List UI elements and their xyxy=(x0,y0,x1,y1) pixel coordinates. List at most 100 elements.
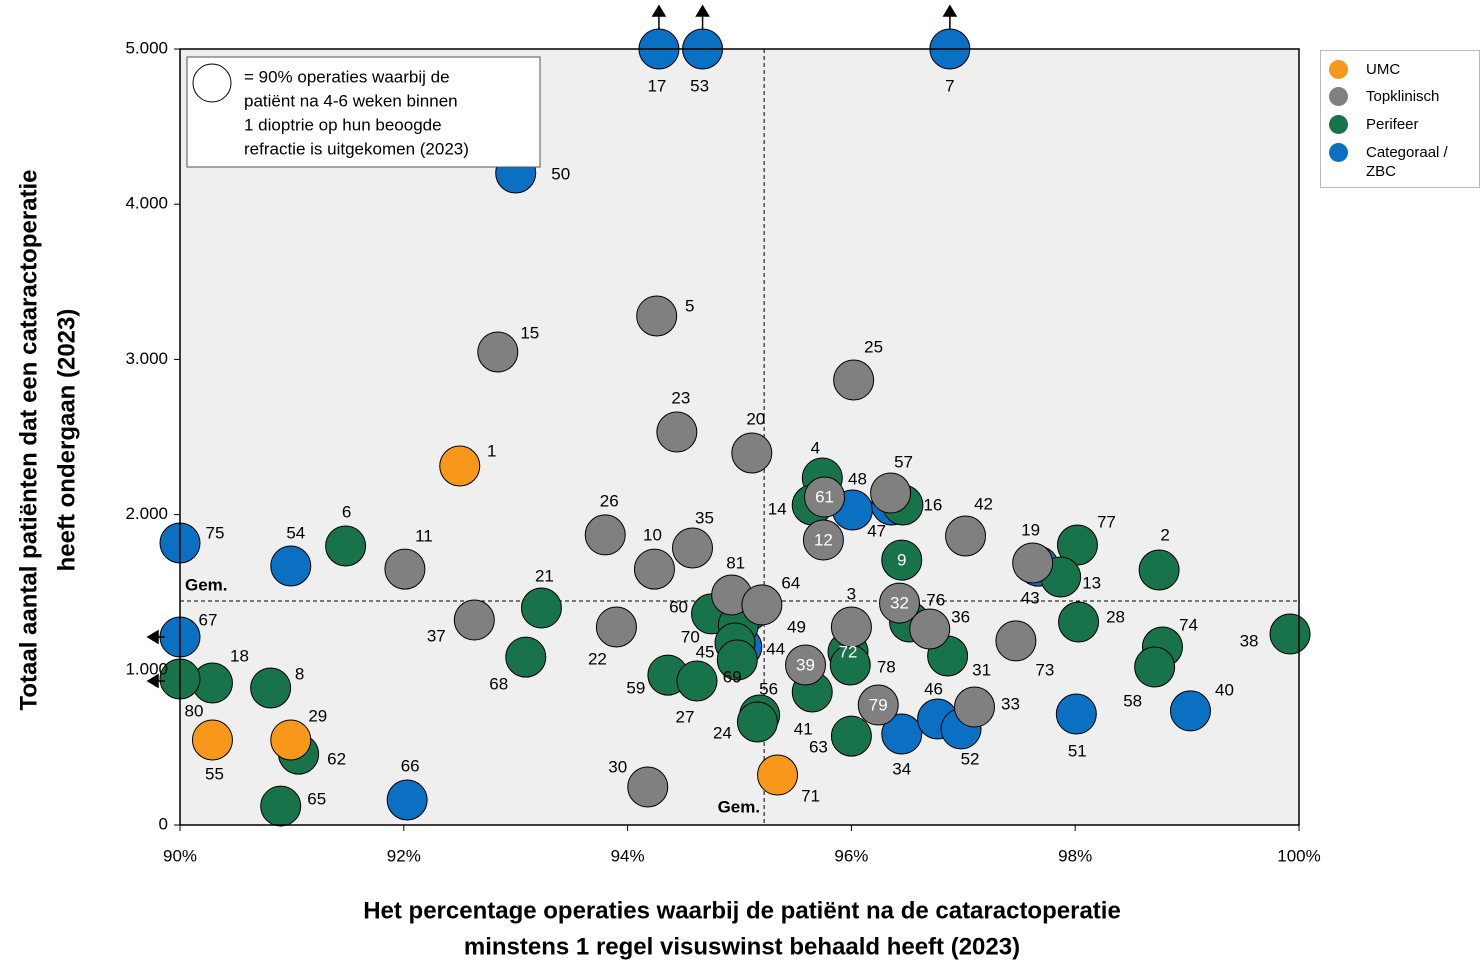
point-label: 66 xyxy=(401,756,420,775)
x-tick-label: 94% xyxy=(611,846,645,865)
y-tick-label: 0 xyxy=(159,814,168,833)
y-axis-label: heeft ondergaan (2023) xyxy=(53,309,80,572)
point xyxy=(1056,524,1098,566)
point-label: 15 xyxy=(520,323,539,342)
point xyxy=(1138,549,1180,591)
point xyxy=(731,432,773,474)
plot-border xyxy=(179,48,1300,826)
point-label: 27 xyxy=(676,707,695,726)
point xyxy=(909,608,951,650)
offscale-arrow xyxy=(695,4,710,29)
point-label: 48 xyxy=(848,469,867,488)
point xyxy=(584,514,626,556)
point xyxy=(260,785,302,827)
point xyxy=(1134,646,1176,688)
point-label: 23 xyxy=(671,389,690,408)
point-label: 69 xyxy=(723,668,742,687)
point xyxy=(881,713,923,755)
offscale-arrow xyxy=(146,673,165,689)
point-label: 7 xyxy=(945,76,954,95)
point-label: 13 xyxy=(1082,573,1101,592)
point xyxy=(857,684,899,726)
offscale-arrow xyxy=(146,629,165,645)
point-label: 21 xyxy=(535,567,554,586)
legend-swatch xyxy=(1329,115,1348,134)
point xyxy=(879,582,921,624)
point-label: 59 xyxy=(626,679,645,698)
point xyxy=(384,548,426,590)
point-label: 71 xyxy=(801,787,820,806)
point-label: 80 xyxy=(185,701,204,720)
y-tick-label: 4.000 xyxy=(125,194,168,213)
point xyxy=(595,606,637,648)
point-label: 36 xyxy=(951,607,970,626)
x-tick-label: 92% xyxy=(387,846,421,865)
legend-item: UMC xyxy=(1329,60,1466,79)
y-tick-label: 3.000 xyxy=(125,349,168,368)
point-label: 39 xyxy=(796,655,815,674)
point-label: 24 xyxy=(713,723,732,742)
point xyxy=(250,667,292,709)
point-label: 30 xyxy=(608,757,627,776)
legend-swatch xyxy=(1329,143,1348,162)
point-label: 60 xyxy=(669,597,688,616)
point xyxy=(386,779,428,821)
point xyxy=(453,599,495,641)
point xyxy=(736,701,778,743)
point-label: 46 xyxy=(924,679,943,698)
x-tick-label: 98% xyxy=(1058,846,1092,865)
x-axis-label: minstens 1 regel visuswinst behaald heef… xyxy=(464,933,1020,960)
point-label: 44 xyxy=(766,639,785,658)
point-label: 28 xyxy=(1106,607,1125,626)
point-label: 51 xyxy=(1068,742,1087,761)
size-legend-box xyxy=(186,56,541,168)
point-label: 1 xyxy=(487,442,496,461)
point xyxy=(804,476,846,518)
y-axis-label: Totaal aantal patiënten dat een cataract… xyxy=(15,169,42,710)
offscale-arrow xyxy=(942,4,958,29)
point xyxy=(830,715,872,757)
point xyxy=(881,539,923,581)
size-legend-bubble xyxy=(192,63,232,103)
point-label: 10 xyxy=(643,526,662,545)
point-label: 73 xyxy=(1035,660,1054,679)
point-label: 63 xyxy=(809,738,828,757)
legend-item: Topklinisch xyxy=(1329,87,1466,106)
legend-swatch xyxy=(1329,60,1348,79)
point-label: 9 xyxy=(897,551,906,570)
point-label: 45 xyxy=(696,642,715,661)
point-label: 56 xyxy=(759,679,778,698)
legend-item: Categoraal / ZBC xyxy=(1329,143,1466,181)
point xyxy=(270,545,312,587)
offscale-arrow xyxy=(651,4,667,29)
point-label: 67 xyxy=(199,611,218,630)
point xyxy=(505,636,547,678)
point-label: 64 xyxy=(781,573,800,592)
size-legend-text: patiënt na 4-6 weken binnen xyxy=(244,91,458,110)
point-label: 52 xyxy=(961,749,980,768)
size-legend-text: 1 dioptrie op hun beoogde xyxy=(244,115,442,134)
point xyxy=(945,515,987,557)
x-tick-label: 100% xyxy=(1277,846,1320,865)
point xyxy=(741,584,783,626)
point-label: 81 xyxy=(726,553,745,572)
point xyxy=(1012,542,1054,584)
y-tick-label: 5.000 xyxy=(125,38,168,57)
point xyxy=(870,472,912,514)
point-label: 58 xyxy=(1123,691,1142,710)
point xyxy=(1058,601,1100,643)
point-label: 62 xyxy=(327,750,346,769)
point-label: 77 xyxy=(1097,513,1116,532)
legend-label: UMC xyxy=(1366,61,1401,78)
point-label: 74 xyxy=(1179,615,1198,634)
point-label: 43 xyxy=(1021,589,1040,608)
point xyxy=(477,331,519,373)
point-label: 40 xyxy=(1215,680,1234,699)
point-label: 79 xyxy=(869,696,888,715)
point-label: 8 xyxy=(295,664,304,683)
point xyxy=(627,766,669,808)
point-label: 17 xyxy=(647,76,666,95)
point-label: 37 xyxy=(427,626,446,645)
point-label: 11 xyxy=(415,527,433,546)
point xyxy=(520,587,562,629)
